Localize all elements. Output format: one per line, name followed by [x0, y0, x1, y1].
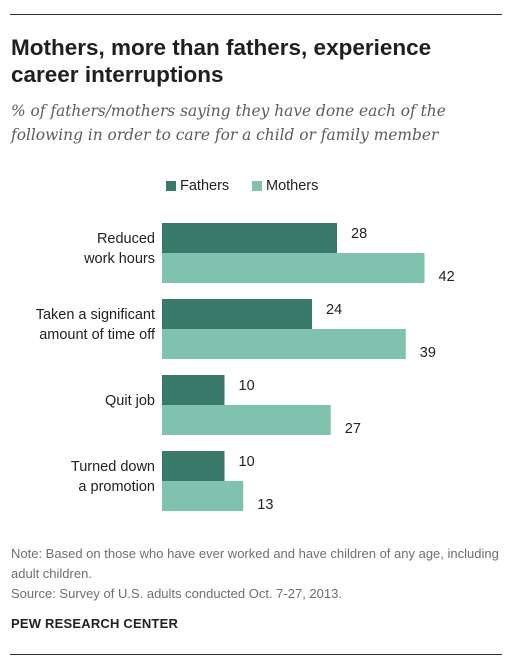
- bar-fathers: [162, 375, 225, 405]
- category-label: Turned down: [71, 459, 155, 475]
- bar-mothers: [162, 405, 331, 435]
- bar-fathers: [162, 451, 225, 481]
- bar-mothers: [162, 329, 406, 359]
- top-rule: [10, 14, 502, 15]
- category-label: amount of time off: [39, 327, 156, 343]
- bottom-rule: [10, 654, 502, 655]
- legend-label-fathers: Fathers: [180, 178, 230, 194]
- chart-subtitle: % of fathers/mothers saying they have do…: [11, 102, 446, 144]
- legend: Fathers Mothers: [166, 176, 406, 196]
- bar-chart: 28 42 Reduced work hours 24 39 Taken a signifi…: [36, 223, 455, 513]
- chart-title: Mothers, more than fathers, experience c…: [11, 35, 432, 87]
- source-organization: PEW RESEARCH CENTER: [11, 616, 179, 631]
- data-label-mothers: 13: [257, 497, 273, 513]
- bar-mothers: [162, 253, 425, 283]
- data-label-fathers: 10: [239, 454, 255, 470]
- data-label-mothers: 42: [439, 269, 455, 285]
- data-label-mothers: 39: [420, 345, 436, 361]
- legend-item-mothers: Mothers: [252, 176, 318, 196]
- category-label: Taken a significant: [36, 307, 155, 323]
- note-line: Note: Based on those who have ever worke…: [11, 546, 499, 581]
- category-label: Reduced: [97, 231, 155, 247]
- bar-fathers: [162, 223, 337, 253]
- bar-mothers: [162, 481, 244, 511]
- category-label: Quit job: [105, 393, 155, 409]
- chart-note: Note: Based on those who have ever worke…: [11, 544, 501, 604]
- legend-item-fathers: Fathers: [166, 176, 229, 196]
- data-label-fathers: 10: [239, 378, 255, 394]
- legend-swatch-mothers: [252, 181, 262, 191]
- legend-label-mothers: Mothers: [266, 178, 319, 194]
- data-label-mothers: 27: [345, 421, 361, 437]
- note-line: Source: Survey of U.S. adults conducted …: [11, 586, 342, 601]
- bar-fathers: [162, 299, 312, 329]
- category-label: work hours: [83, 251, 155, 267]
- data-label-fathers: 28: [351, 226, 367, 242]
- category-label: a promotion: [78, 479, 155, 495]
- data-label-fathers: 24: [326, 302, 342, 318]
- legend-swatch-fathers: [166, 181, 176, 191]
